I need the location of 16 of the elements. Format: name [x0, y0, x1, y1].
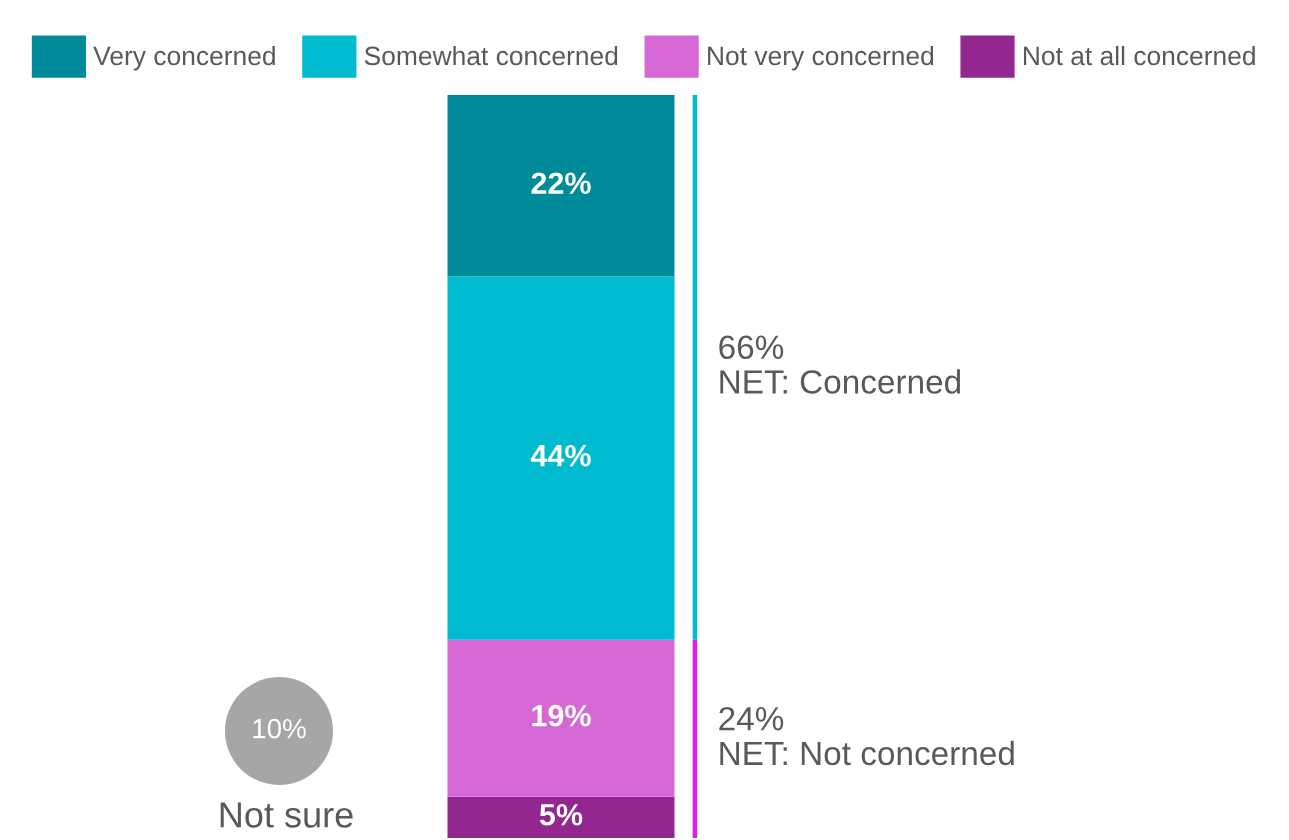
data-label: 5% [539, 804, 583, 826]
text: Not sure [220, 802, 353, 828]
bar [447, 639, 675, 797]
data-label: 19% [532, 704, 591, 727]
legend-label: Not at all concerned [1023, 45, 1255, 66]
data-label: 44% [530, 444, 591, 467]
legend-label: Very concerned [93, 45, 275, 71]
text: 66% NET: Concerned [719, 335, 961, 394]
legend-label: Not very concerned [708, 45, 934, 71]
bar [447, 95, 675, 277]
legend-label: Somewhat concerned [364, 45, 618, 66]
bar [447, 796, 675, 838]
text: 10% [253, 718, 306, 739]
bar [447, 276, 675, 640]
data-label: 22% [531, 172, 591, 194]
text: 24% NET: Not concerned [719, 706, 1014, 766]
